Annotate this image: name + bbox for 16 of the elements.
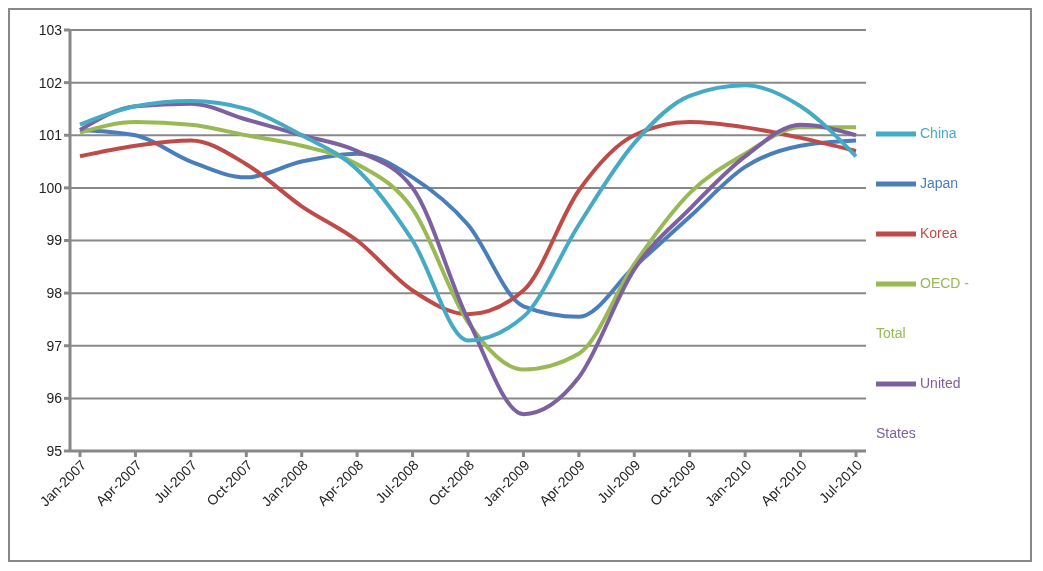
y-tick-label: 97 — [46, 337, 63, 354]
legend-label: China — [920, 125, 957, 141]
legend-label: Japan — [920, 175, 959, 191]
text: OECD - Total — [876, 275, 969, 341]
y-tick-label: 101 — [38, 127, 63, 144]
y-tick-label: 98 — [46, 285, 63, 302]
legend-label: Korea — [920, 225, 958, 241]
y-tick-label: 99 — [46, 232, 63, 249]
y-tick-label: 96 — [46, 390, 63, 407]
line-series — [78, 101, 858, 417]
line-series — [78, 83, 858, 343]
y-tick-label: 95 — [46, 442, 63, 459]
text: United States — [876, 375, 961, 441]
y-tick-label: 100 — [38, 179, 63, 196]
y-tick-label: 102 — [38, 74, 63, 91]
y-tick-label: 103 — [38, 21, 63, 38]
